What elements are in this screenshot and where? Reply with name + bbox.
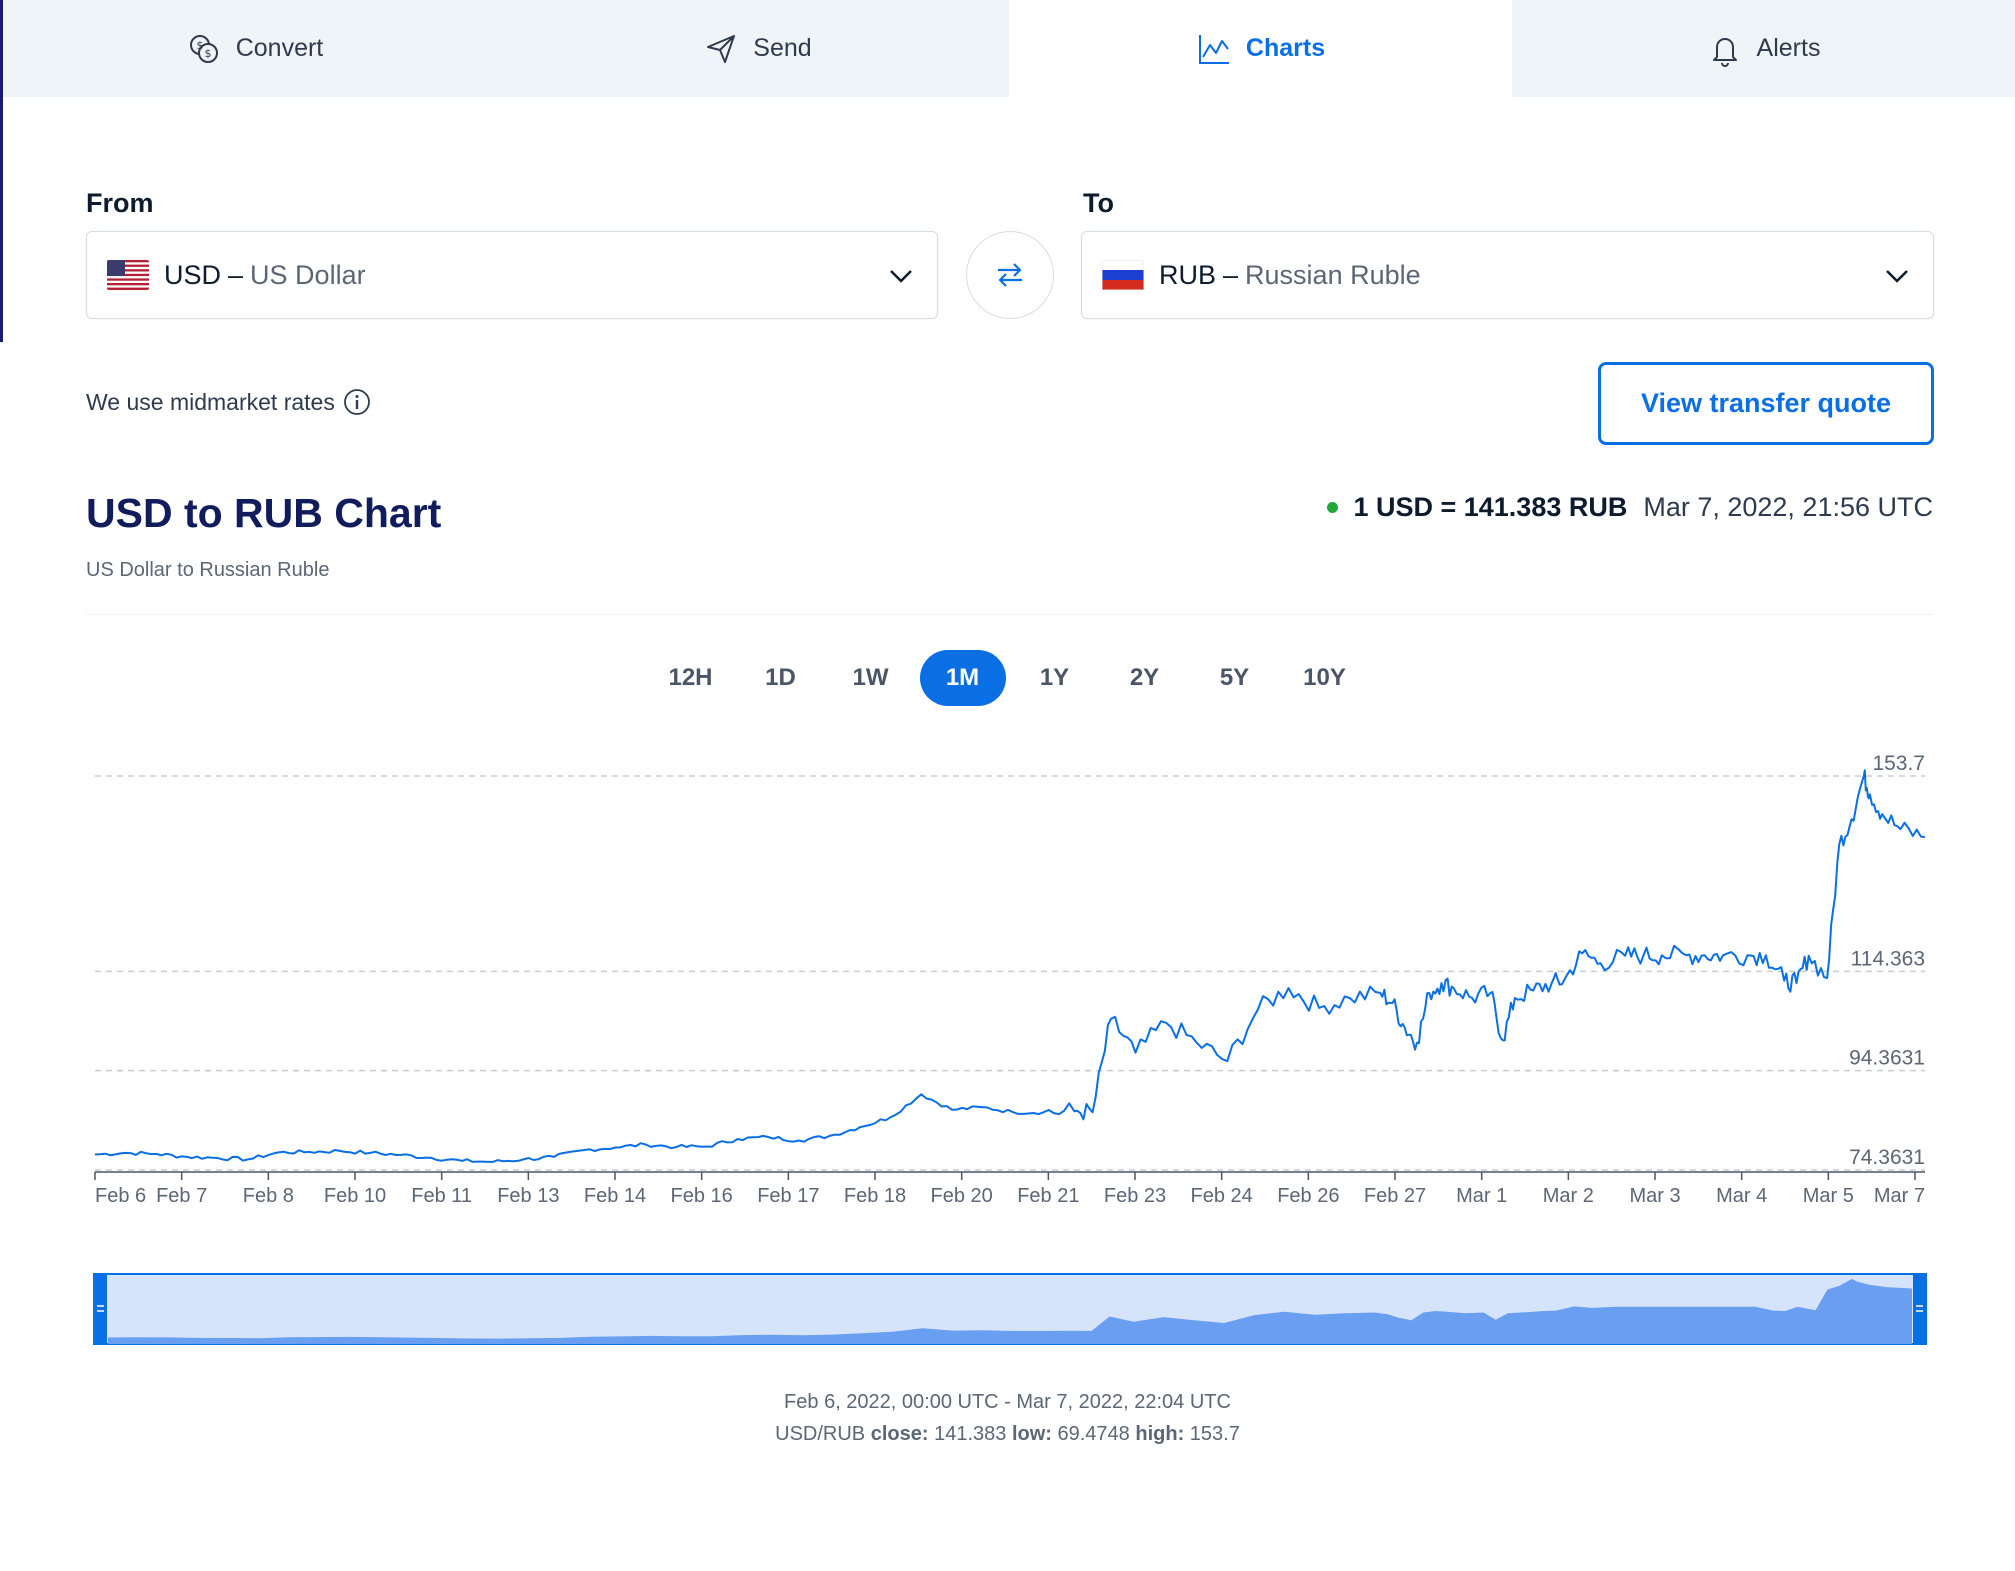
current-rate: 1 USD = 141.383 RUB Mar 7, 2022, 21:56 U… [1327,492,1933,523]
stats-close-label: close: [870,1423,929,1445]
x-tick-label: Feb 21 [1017,1185,1079,1207]
from-label: From [86,188,154,218]
stats-low-value: 69.4748 [1057,1423,1130,1445]
divider [86,614,1934,615]
x-tick-label: Feb 24 [1191,1185,1253,1207]
date-range-text: Feb 6, 2022, 00:00 UTC - Mar 7, 2022, 22… [784,1391,1231,1413]
chevron-down-icon [1886,270,1908,283]
x-tick-label: Feb 18 [844,1185,906,1207]
tab-convert-label: Convert [235,34,324,62]
navigator-left-handle[interactable] [94,1274,107,1344]
period-button-1d[interactable]: 1D [765,664,796,691]
chevron-down-icon [890,270,912,283]
tab-bar: $ $ Convert Send Charts Alerts [3,0,2015,97]
period-button-10y[interactable]: 10Y [1303,664,1346,691]
x-tick-label: Mar 7 [1874,1185,1925,1207]
period-button-1w[interactable]: 1W [852,664,889,691]
bell-icon [1712,37,1737,67]
stats-pair: USD/RUB [775,1423,866,1445]
from-currency-select[interactable]: USD – US Dollar [86,231,938,319]
tab-charts-label: Charts [1245,34,1326,62]
midmarket-text: We use midmarket rates [86,388,335,415]
x-tick-label: Feb 13 [497,1185,559,1207]
x-tick-label: Feb 20 [931,1185,993,1207]
x-tick-label: Feb 8 [243,1185,294,1207]
x-tick-label: Feb 14 [584,1185,646,1207]
line-chart-icon [1198,34,1229,64]
x-tick-label: Mar 5 [1803,1185,1854,1207]
y-tick-label: 114.363 [1851,947,1925,970]
to-dash: – [1223,259,1239,290]
to-label: To [1083,188,1114,218]
tab-send-label: Send [753,34,812,62]
y-tick-label: 94.3631 [1849,1047,1925,1070]
chart-title: USD to RUB Chart [86,490,442,536]
live-status-dot [1327,502,1339,513]
svg-text:$: $ [196,39,203,52]
from-dash: – [228,259,244,290]
tab-alerts[interactable]: Alerts [1512,0,2015,97]
stats-high-value: 153.7 [1189,1423,1240,1445]
period-button-1m[interactable]: 1M [919,650,1006,706]
y-tick-label: 74.3631 [1849,1146,1925,1169]
us-flag-icon [107,260,149,290]
rate-value: 1 USD = 141.383 RUB [1353,492,1628,522]
tab-convert[interactable]: $ $ Convert [3,0,506,97]
russia-flag-icon [1102,260,1144,290]
from-currency-code: USD [164,259,222,290]
x-tick-label: Feb 16 [671,1185,733,1207]
window-edge [0,0,3,342]
x-tick-label: Feb 11 [411,1185,472,1207]
coins-icon: $ $ [189,34,218,63]
x-tick-label: Feb 10 [324,1185,386,1207]
swap-arrows-icon [998,263,1022,287]
period-button-1y[interactable]: 1Y [1039,664,1070,691]
chart-subtitle: US Dollar to Russian Ruble [86,559,330,581]
swap-currencies-button[interactable] [966,231,1054,319]
x-tick-label: Feb 7 [156,1185,207,1207]
tab-send[interactable]: Send [506,0,1009,97]
period-button-12h[interactable]: 12H [668,664,713,691]
tab-charts[interactable]: Charts [1009,0,1512,97]
navigator-right-handle[interactable] [1913,1274,1926,1344]
period-selector: 12H 1D 1W 1M 1Y 2Y 5Y 10Y [0,650,2015,706]
period-button-5y[interactable]: 5Y [1219,664,1250,691]
rate-timestamp: Mar 7, 2022, 21:56 UTC [1643,492,1933,522]
stats-close-value: 141.383 [934,1423,1007,1445]
to-currency-code: RUB [1159,259,1217,290]
range-navigator[interactable] [0,1268,2015,1348]
period-button-2y[interactable]: 2Y [1129,664,1160,691]
stats-low-label: low: [1011,1423,1052,1445]
stats-high-label: high: [1135,1423,1185,1445]
midmarket-note: We use midmarket rates [86,388,371,416]
x-tick-label: Feb 27 [1364,1185,1426,1207]
tab-alerts-label: Alerts [1756,34,1821,62]
x-tick-label: Feb 26 [1277,1185,1339,1207]
from-currency-name: US Dollar [250,259,366,290]
x-tick-label: Mar 4 [1716,1185,1767,1207]
svg-text:$: $ [204,47,211,60]
x-tick-label: Mar 2 [1543,1185,1594,1207]
stats-summary: USD/RUB close: 141.383 low: 69.4748 high… [0,1423,2015,1446]
x-tick-label: Mar 1 [1456,1185,1507,1207]
x-tick-label: Mar 3 [1629,1185,1680,1207]
x-tick-label: Feb 23 [1104,1185,1166,1207]
view-transfer-quote-button[interactable]: View transfer quote [1598,362,1934,445]
paper-plane-icon [707,34,736,63]
x-tick-label: Feb 6 [95,1185,146,1207]
navigator-area [108,1279,1912,1344]
series-line-usd-rub[interactable] [94,769,1926,1163]
info-icon[interactable] [343,388,371,416]
y-tick-label: 153.7 [1872,752,1925,775]
x-tick-label: Feb 17 [757,1185,819,1207]
to-currency-name: Russian Ruble [1245,259,1421,290]
to-currency-select[interactable]: RUB – Russian Ruble [1081,231,1934,319]
rate-line-chart[interactable]: 153.7 114.363 94.3631 74.3631 Feb 6 Feb 7 Feb … [0,740,2015,1220]
